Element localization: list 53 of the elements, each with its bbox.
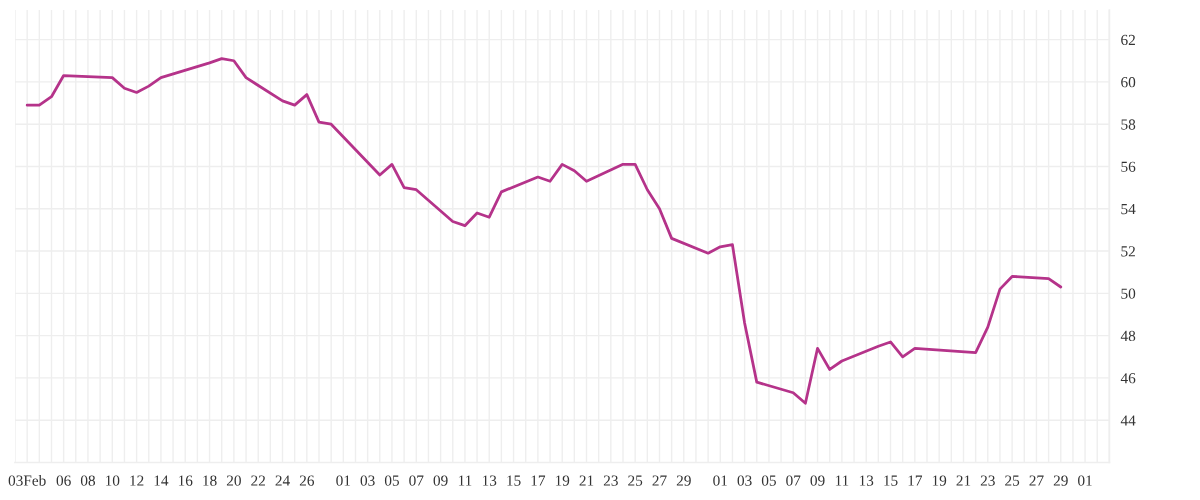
x-tick-label: 27	[1029, 475, 1044, 486]
x-tick-label: 05	[384, 475, 399, 486]
x-tick-label: 21	[956, 475, 971, 486]
x-tick-label: 20	[226, 475, 241, 486]
y-tick-label: 56	[1121, 161, 1136, 172]
x-tick-label: 03Feb	[8, 475, 46, 486]
x-tick-label: 07	[409, 475, 424, 486]
x-tick-label: 19	[932, 475, 947, 486]
x-tick-label: 11	[835, 475, 849, 486]
x-tick-label: 13	[859, 475, 874, 486]
x-tick-label: 03	[360, 475, 375, 486]
x-tick-label: 01	[1078, 475, 1092, 486]
x-tick-label: 01	[713, 475, 727, 486]
x-tick-label: 09	[810, 475, 825, 486]
x-tick-label: 23	[603, 475, 618, 486]
x-tick-label: 17	[908, 475, 923, 486]
y-tick-label: 50	[1121, 288, 1136, 299]
y-tick-label: 46	[1120, 373, 1136, 384]
x-tick-label: 17	[531, 475, 546, 486]
x-tick-label: 07	[786, 475, 801, 486]
x-tick-label: 26	[299, 475, 315, 486]
y-tick-label: 48	[1120, 330, 1136, 342]
x-tick-label: 25	[628, 475, 643, 486]
y-tick-label: 52	[1121, 246, 1135, 257]
x-tick-label: 29	[676, 475, 691, 486]
x-tick-label: 15	[884, 475, 898, 486]
x-tick-label: 12	[130, 475, 144, 486]
x-tick-label: 27	[652, 475, 667, 486]
x-tick-label: 18	[203, 475, 217, 486]
x-tick-label: 29	[1053, 475, 1068, 486]
x-tick-label: 10	[105, 475, 120, 486]
x-tick-label: 16	[178, 475, 193, 486]
x-tick-label: 22	[251, 475, 265, 486]
y-tick-label: 58	[1121, 119, 1136, 130]
y-tick-label: 60	[1121, 77, 1136, 88]
x-tick-label: 19	[555, 475, 570, 486]
x-tick-label: 15	[507, 475, 521, 486]
y-tick-label: 54	[1121, 204, 1136, 215]
x-tick-label: 06	[56, 475, 71, 486]
x-tick-label: 01	[336, 475, 351, 486]
x-tick-label: 08	[80, 475, 96, 486]
x-tick-label: 25	[1005, 475, 1020, 486]
x-tick-label: 21	[579, 475, 594, 486]
x-tick-label: 13	[482, 475, 497, 486]
x-tick-label: 05	[761, 475, 776, 486]
y-tick-label: 62	[1121, 34, 1135, 46]
x-tick-label: 09	[433, 475, 448, 486]
y-tick-label: 44	[1120, 415, 1136, 426]
x-tick-label: 24	[275, 475, 290, 486]
x-tick-label: 11	[458, 475, 472, 486]
x-tick-label: 14	[154, 475, 169, 486]
x-tick-label: 23	[980, 475, 995, 486]
x-tick-label: 03	[737, 475, 752, 486]
